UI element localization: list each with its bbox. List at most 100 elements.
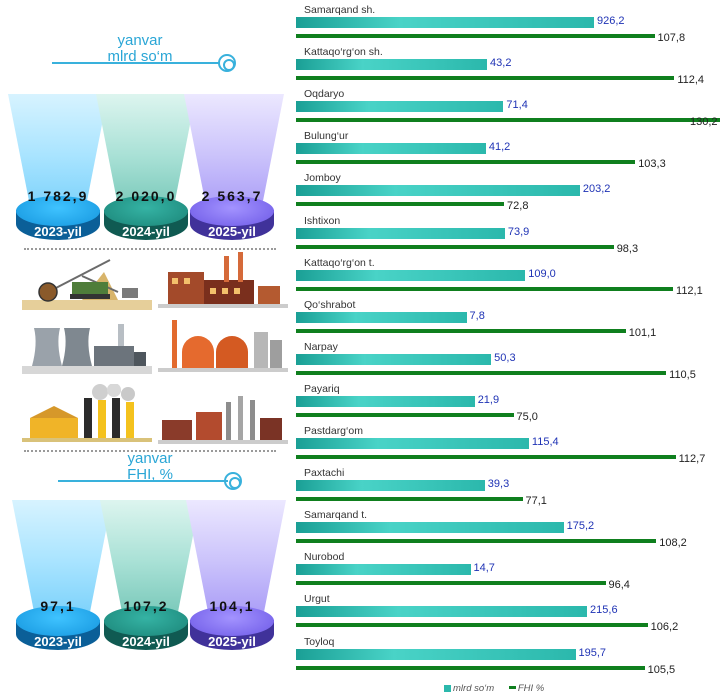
mlrd-value-label: 14,7 bbox=[473, 562, 495, 575]
mlrd-bar bbox=[296, 101, 504, 113]
index-2025-pedestal: 104,1 2025-yil bbox=[190, 598, 274, 652]
spotlight-beam bbox=[186, 500, 286, 612]
mlrd-value-label: 115,4 bbox=[531, 436, 559, 448]
production-caption-period: yanvar bbox=[117, 32, 163, 49]
mlrd-value-label: 203,2 bbox=[582, 183, 611, 196]
production-caption-unit: mlrd so‘m bbox=[107, 48, 173, 65]
fhi-value-label: 112,1 bbox=[676, 284, 703, 297]
fhi-value-label: 72,8 bbox=[507, 200, 529, 213]
fhi-bar bbox=[296, 412, 514, 417]
legend-label-mlrd: mlrd so‘m bbox=[453, 683, 495, 694]
fhi-bar bbox=[296, 665, 645, 670]
mlrd-bar bbox=[296, 606, 588, 618]
mlrd-value-label: 73,9 bbox=[507, 225, 530, 238]
region-label: Urgut bbox=[304, 593, 330, 606]
production-2025-pedestal: 2 563,7 2025-yil bbox=[190, 188, 274, 242]
production-year: 2023-yil bbox=[34, 224, 82, 239]
fhi-bar bbox=[296, 76, 675, 81]
power-plant-icon bbox=[22, 324, 152, 374]
mlrd-bar bbox=[296, 185, 580, 197]
mlrd-value-label: 215,6 bbox=[590, 604, 618, 617]
fhi-bar bbox=[296, 370, 667, 375]
mlrd-value-label: 7,8 bbox=[469, 309, 485, 322]
index-caption-line bbox=[58, 480, 228, 482]
region-label: Qo‘shrabot bbox=[304, 298, 356, 311]
region-label: Jomboy bbox=[304, 172, 341, 185]
target-ring-icon bbox=[218, 54, 236, 72]
index-2023-pedestal: 97,1 2023-yil bbox=[16, 598, 100, 652]
region-label: Paxtachi bbox=[304, 467, 345, 480]
mlrd-value-label: 50,3 bbox=[494, 351, 516, 364]
spotlight-beam bbox=[12, 500, 112, 612]
spotlight-beam bbox=[100, 500, 200, 612]
fhi-value-label: 98,3 bbox=[616, 242, 639, 255]
target-ring-icon bbox=[224, 472, 242, 490]
production-2023-pedestal: 1 782,9 2023-yil bbox=[16, 188, 100, 242]
legend-swatch-fhi bbox=[508, 686, 516, 689]
mlrd-bar bbox=[296, 269, 526, 281]
mlrd-value-label: 926,2 bbox=[597, 15, 625, 27]
production-year: 2025-yil bbox=[208, 224, 256, 239]
chart-legend: mlrd so‘m FHI % bbox=[444, 683, 544, 694]
fhi-bar bbox=[296, 34, 655, 38]
production-value: 2 020,0 bbox=[115, 188, 177, 204]
production-caption-line bbox=[52, 62, 220, 64]
divider bbox=[24, 450, 276, 452]
fhi-value-label: 108,2 bbox=[659, 537, 687, 550]
index-caption-unit: FHI, % bbox=[127, 466, 173, 483]
fhi-bar bbox=[296, 623, 648, 628]
mlrd-bar bbox=[296, 395, 475, 407]
fhi-value-label: 105,5 bbox=[647, 663, 676, 676]
index-caption-period: yanvar bbox=[127, 450, 173, 467]
mlrd-bar bbox=[296, 480, 485, 492]
fhi-value-label: 103,3 bbox=[638, 158, 666, 171]
region-label: Payariq bbox=[304, 382, 340, 395]
mlrd-bar bbox=[296, 143, 486, 155]
fhi-bar bbox=[296, 497, 523, 502]
index-year: 2023-yil bbox=[34, 634, 82, 649]
region-label: Oqdaryo bbox=[304, 88, 345, 101]
region-label: Narpay bbox=[304, 340, 338, 353]
production-year: 2024-yil bbox=[122, 224, 170, 239]
fhi-value-label: 75,0 bbox=[516, 410, 538, 423]
fhi-bar bbox=[296, 455, 676, 459]
production-value: 2 563,7 bbox=[201, 188, 263, 204]
mlrd-bar bbox=[296, 353, 492, 365]
fhi-value-label: 112,4 bbox=[677, 74, 705, 87]
region-label: Pastdarg‘om bbox=[304, 425, 363, 437]
index-value: 97,1 bbox=[40, 598, 76, 614]
refinery-icon bbox=[158, 320, 288, 372]
mlrd-value-label: 43,2 bbox=[490, 57, 512, 70]
industrial-plant-icon bbox=[22, 384, 152, 442]
mlrd-value-label: 39,3 bbox=[487, 478, 510, 491]
industrial-town-icon bbox=[158, 396, 288, 444]
fhi-bar bbox=[296, 118, 720, 123]
fhi-bar bbox=[296, 286, 674, 291]
fhi-bar bbox=[296, 244, 614, 249]
fhi-value-label: 112,7 bbox=[678, 453, 706, 465]
mlrd-value-label: 109,0 bbox=[528, 267, 556, 280]
mining-excavator-icon bbox=[22, 259, 152, 310]
index-year: 2024-yil bbox=[122, 634, 170, 649]
mlrd-value-label: 175,2 bbox=[566, 520, 595, 533]
fhi-bar bbox=[296, 581, 606, 586]
index-2024-pedestal: 107,2 2024-yil bbox=[104, 598, 188, 652]
mlrd-bar bbox=[296, 648, 576, 660]
mlrd-bar bbox=[296, 17, 594, 28]
region-label: Kattaqo‘rg‘on sh. bbox=[304, 46, 383, 59]
mlrd-bar bbox=[296, 438, 529, 449]
production-value: 1 782,9 bbox=[27, 188, 89, 204]
fhi-value-label: 107,8 bbox=[657, 32, 686, 44]
fhi-bar bbox=[296, 539, 657, 544]
fhi-bar bbox=[296, 202, 505, 207]
region-label: Samarqand sh. bbox=[304, 4, 376, 16]
production-caption: yanvar mlrd so‘m bbox=[90, 33, 190, 65]
fhi-value-label: 130,2 bbox=[690, 116, 718, 129]
mlrd-bar bbox=[296, 311, 467, 323]
fhi-bar bbox=[296, 328, 626, 333]
fhi-value-label: 101,1 bbox=[628, 326, 657, 339]
legend-label-fhi: FHI % bbox=[517, 683, 545, 694]
region-label: Samarqand t. bbox=[304, 509, 368, 522]
index-value: 107,2 bbox=[123, 598, 169, 614]
fhi-value-label: 110,5 bbox=[669, 368, 696, 381]
